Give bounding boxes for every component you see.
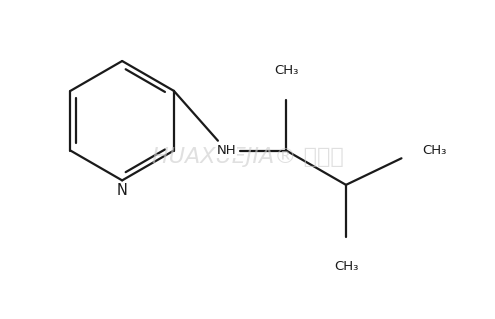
Text: NH: NH <box>217 144 237 157</box>
Text: CH₃: CH₃ <box>422 144 447 157</box>
Text: CH₃: CH₃ <box>274 64 298 77</box>
Text: N: N <box>117 183 128 198</box>
Text: HUAXUEJIA® 化学网: HUAXUEJIA® 化学网 <box>151 146 344 167</box>
Text: CH₃: CH₃ <box>334 260 358 273</box>
